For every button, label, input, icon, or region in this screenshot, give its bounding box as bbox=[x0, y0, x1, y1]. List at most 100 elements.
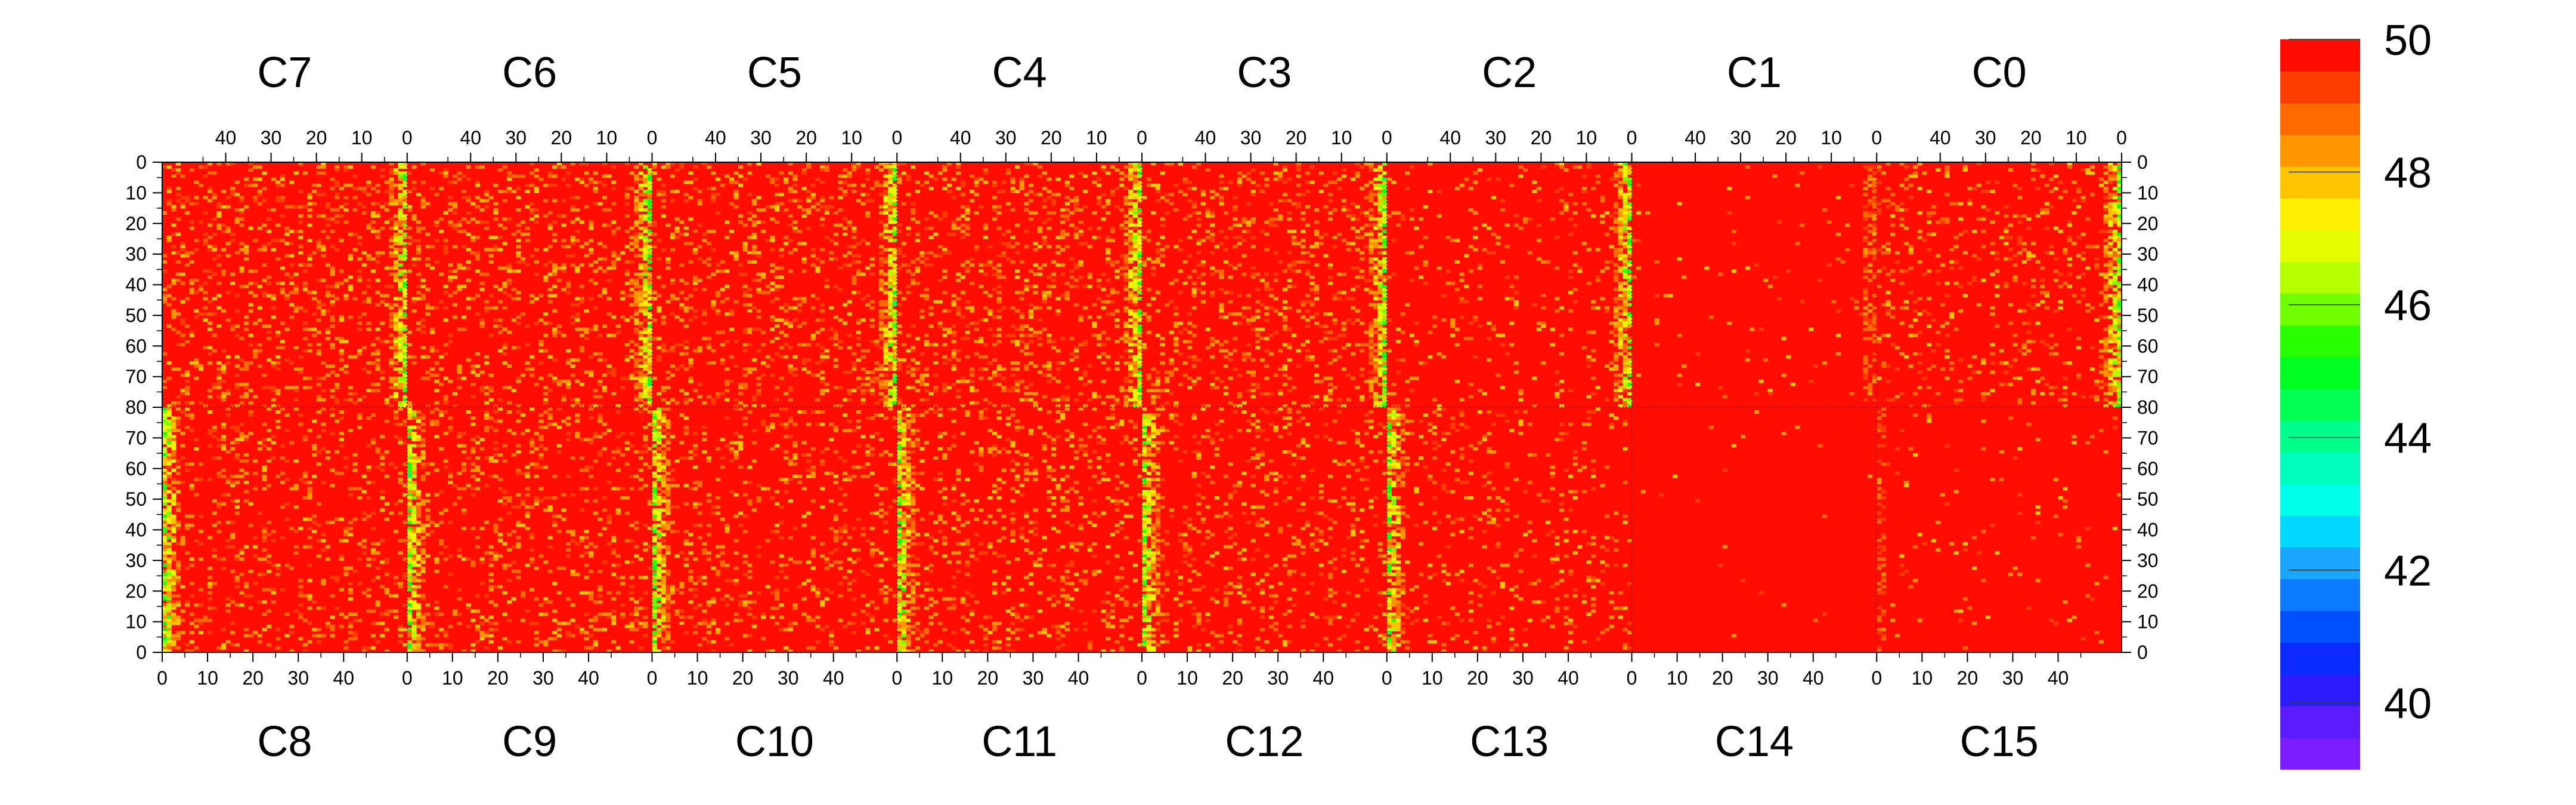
heatmap-cell bbox=[411, 432, 417, 435]
heatmap-cell bbox=[298, 422, 304, 426]
heatmap-cell bbox=[425, 395, 431, 399]
heatmap-cell bbox=[420, 318, 426, 322]
heatmap-cell bbox=[198, 588, 204, 592]
heatmap-cell bbox=[407, 530, 412, 534]
heatmap-cell bbox=[661, 514, 666, 518]
heatmap-cell bbox=[833, 364, 838, 368]
heatmap-cell bbox=[402, 484, 408, 488]
heatmap-cell bbox=[652, 634, 657, 637]
heatmap-cell bbox=[702, 450, 707, 454]
heatmap-cell bbox=[652, 600, 657, 604]
heatmap-cell bbox=[520, 499, 526, 503]
heatmap-cell bbox=[634, 343, 639, 346]
heatmap-cell bbox=[883, 183, 888, 187]
heatmap-cell bbox=[888, 263, 893, 267]
heatmap-cell bbox=[638, 382, 643, 386]
heatmap-cell bbox=[543, 183, 549, 187]
heatmap-cell bbox=[697, 578, 702, 583]
heatmap-cell bbox=[502, 284, 507, 289]
heatmap-cell bbox=[892, 349, 897, 353]
heatmap-cell bbox=[888, 205, 893, 209]
heatmap-cell bbox=[484, 226, 490, 230]
heatmap-cell bbox=[280, 287, 285, 292]
heatmap-cell bbox=[497, 247, 503, 252]
heatmap-cell bbox=[629, 624, 634, 628]
heatmap-cell bbox=[298, 615, 304, 620]
heatmap-cell bbox=[552, 631, 558, 634]
heatmap-cell bbox=[389, 187, 394, 190]
heatmap-cell bbox=[606, 591, 612, 595]
heatmap-cell bbox=[330, 594, 335, 598]
heatmap-cell bbox=[271, 588, 276, 592]
heatmap-cell bbox=[575, 413, 580, 417]
heatmap-cell bbox=[579, 180, 585, 184]
heatmap-cell bbox=[439, 355, 444, 359]
heatmap-cell bbox=[339, 438, 344, 442]
heatmap-cell bbox=[393, 242, 399, 246]
heatmap-cell bbox=[593, 618, 598, 623]
heatmap-cell bbox=[647, 233, 653, 236]
heatmap-cell bbox=[312, 475, 317, 478]
heatmap-cell bbox=[280, 339, 285, 343]
heatmap-cell bbox=[266, 275, 272, 279]
heatmap-cell bbox=[729, 355, 735, 359]
heatmap-cell bbox=[692, 447, 698, 451]
heatmap-cell bbox=[411, 560, 417, 564]
heatmap-cell bbox=[570, 554, 575, 558]
heatmap-cell bbox=[652, 171, 657, 175]
heatmap-cell bbox=[243, 364, 249, 368]
heatmap-cell bbox=[398, 242, 403, 246]
heatmap-cell bbox=[411, 627, 417, 631]
heatmap-cell bbox=[420, 413, 426, 417]
heatmap-cell bbox=[443, 352, 448, 356]
heatmap-cell bbox=[488, 621, 494, 626]
heatmap-cell bbox=[892, 373, 897, 377]
heatmap-cell bbox=[420, 330, 426, 335]
heatmap-cell bbox=[470, 217, 476, 221]
heatmap-cell bbox=[316, 627, 321, 631]
heatmap-cell bbox=[692, 349, 698, 353]
heatmap-cell bbox=[208, 187, 213, 190]
heatmap-cell bbox=[530, 211, 535, 215]
heatmap-cell bbox=[484, 392, 490, 396]
heatmap-cell bbox=[801, 361, 807, 365]
heatmap-cell bbox=[321, 162, 326, 166]
heatmap-cell bbox=[452, 484, 458, 488]
heatmap-cell bbox=[239, 548, 244, 552]
heatmap-cell bbox=[683, 542, 689, 546]
heatmap-cell bbox=[692, 502, 698, 506]
heatmap-cell bbox=[411, 511, 417, 515]
heatmap-cell bbox=[343, 538, 349, 543]
heatmap-cell bbox=[711, 303, 716, 307]
heatmap-cell bbox=[878, 336, 884, 340]
heatmap-cell bbox=[234, 499, 240, 503]
heatmap-cell bbox=[657, 499, 662, 503]
heatmap-cell bbox=[175, 600, 181, 604]
heatmap-cell bbox=[674, 367, 680, 371]
heatmap-cell bbox=[706, 603, 711, 607]
heatmap-cell bbox=[833, 343, 838, 346]
heatmap-cell bbox=[434, 600, 439, 604]
heatmap-cell bbox=[502, 361, 507, 365]
heatmap-cell bbox=[847, 370, 852, 374]
heatmap-cell bbox=[634, 174, 639, 178]
heatmap-cell bbox=[212, 425, 217, 429]
panel-cells-C7 bbox=[162, 162, 408, 408]
heatmap-cell bbox=[216, 293, 222, 298]
heatmap-cell bbox=[407, 242, 412, 246]
heatmap-cell bbox=[779, 330, 784, 335]
heatmap-cell bbox=[520, 591, 526, 595]
heatmap-cell bbox=[411, 462, 417, 466]
heatmap-cell bbox=[293, 290, 299, 295]
heatmap-cell bbox=[579, 487, 585, 491]
heatmap-cell bbox=[275, 199, 281, 203]
heatmap-cell bbox=[788, 386, 793, 389]
heatmap-cell bbox=[470, 487, 476, 491]
heatmap-cell bbox=[674, 236, 680, 240]
heatmap-cell bbox=[275, 180, 281, 184]
heatmap-cell bbox=[516, 269, 521, 273]
heatmap-cell bbox=[280, 588, 285, 592]
heatmap-cell bbox=[810, 263, 816, 267]
heatmap-cell bbox=[194, 364, 199, 368]
heatmap-cell bbox=[624, 260, 630, 264]
